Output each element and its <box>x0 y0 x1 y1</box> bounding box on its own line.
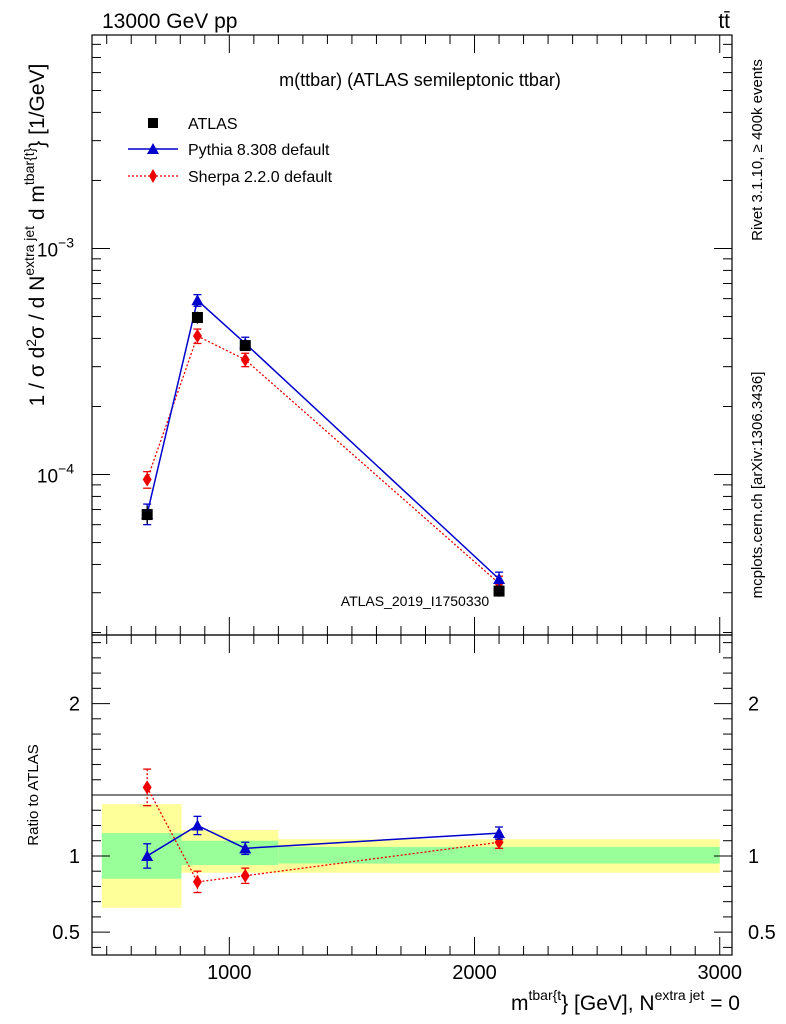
ratio-y-tick-label-left: 2 <box>69 694 80 716</box>
main-title: m(ttbar) (ATLAS semileptonic ttbar) <box>279 70 561 90</box>
legend-marker-sherpa <box>149 169 157 183</box>
series-line-triangle <box>146 298 500 580</box>
band-inner <box>181 840 279 866</box>
marker-triangle <box>493 572 506 584</box>
marker-square <box>141 509 153 521</box>
y-tick-label: 10−4 <box>37 461 74 488</box>
legend-marker-atlas <box>148 118 158 128</box>
rivet-label: Rivet 3.1.10, ≥ 400k events <box>749 59 766 241</box>
marker-triangle <box>191 294 204 306</box>
ratio-line-diamond <box>146 787 500 883</box>
band-inner <box>101 833 182 879</box>
mcplots-label: mcplots.cern.ch [arXiv:1306.3436] <box>749 372 766 599</box>
process-label: tt̄ <box>718 10 730 33</box>
legend-label-pythia: Pythia 8.308 default <box>188 142 330 159</box>
ratio-y-label: Ratio to ATLAS <box>25 744 42 845</box>
ratio-y-tick-label-left: 0.5 <box>52 922 80 944</box>
ratio-panel: 0.5 0.5 1 1 2 2 1000 2000 3000 Ratio to ATLAS <box>25 634 776 984</box>
ratio-y-tick-label-right: 0.5 <box>748 922 776 944</box>
ratio-y-tick-label-right: 1 <box>748 846 759 868</box>
watermark: ATLAS_2019_I1750330 <box>341 593 490 609</box>
main-panel: 10−4 10−3 m(ttbar) (ATLAS semileptonic tt… <box>37 34 733 636</box>
marker-diamond <box>240 868 250 883</box>
x-tick-label: 3000 <box>697 962 742 984</box>
marker-triangle <box>141 849 154 861</box>
legend-label-atlas: ATLAS <box>188 116 238 133</box>
ratio-y-tick-label-right: 2 <box>748 694 759 716</box>
ratio-bands <box>101 804 720 908</box>
marker-diamond <box>192 329 202 344</box>
y-tick-label: 10−3 <box>37 234 74 261</box>
marker-triangle <box>191 819 204 831</box>
marker-diamond <box>240 352 250 367</box>
energy-label: 13000 GeV pp <box>102 10 237 33</box>
ratio-y-tick-label-left: 1 <box>69 846 80 868</box>
ratio-ticks: 0.5 0.5 1 1 2 2 1000 2000 3000 <box>52 635 776 984</box>
main-ticks: 10−4 10−3 <box>37 35 732 635</box>
marker-square <box>191 312 203 324</box>
marker-triangle <box>239 842 252 854</box>
series-line-diamond <box>146 335 500 584</box>
marker-diamond <box>192 874 202 889</box>
marker-square <box>493 585 505 597</box>
x-tick-label: 2000 <box>452 962 497 984</box>
x-axis-label: mtbar{t} [GeV], Nextra jet = 0 <box>511 987 740 1015</box>
marker-diamond <box>142 780 152 795</box>
x-tick-label: 1000 <box>207 962 252 984</box>
main-y-label: 1 / σ d2σ / d Nextra jet d mtbar{t}} [1/… <box>21 64 49 407</box>
marker-triangle <box>493 827 506 839</box>
marker-square <box>239 340 251 352</box>
legend-label-sherpa: Sherpa 2.2.0 default <box>188 169 333 186</box>
legend: ATLAS Pythia 8.308 default Sherpa 2.2.0 … <box>128 116 333 186</box>
ratio-line-triangle <box>146 824 500 857</box>
main-series <box>141 293 506 597</box>
marker-diamond <box>142 472 152 487</box>
legend-marker-pythia <box>147 143 159 154</box>
ratio-frame <box>91 634 733 956</box>
ratio-series <box>141 768 506 894</box>
band-inner <box>278 846 720 864</box>
